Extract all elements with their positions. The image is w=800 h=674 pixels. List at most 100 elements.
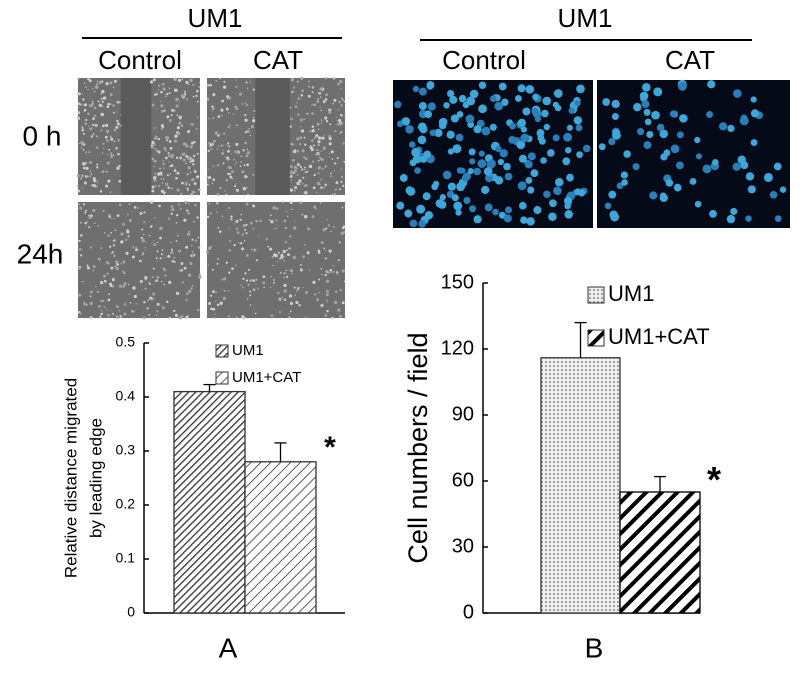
- cell: [339, 79, 343, 84]
- nucleus: [712, 158, 719, 166]
- nucleus: [446, 130, 455, 139]
- nucleus: [499, 149, 508, 158]
- cell: [94, 285, 97, 288]
- cell: [130, 309, 134, 313]
- cell: [330, 230, 332, 233]
- cell: [103, 279, 107, 283]
- cell: [317, 166, 321, 170]
- cell: [221, 278, 223, 281]
- cell: [246, 129, 250, 134]
- nucleus: [520, 133, 530, 143]
- nucleus: [469, 205, 477, 213]
- cell: [89, 246, 93, 249]
- nucleus: [673, 183, 682, 192]
- cell: [231, 178, 233, 180]
- nucleus: [417, 135, 427, 145]
- cell: [279, 298, 282, 302]
- cell: [307, 85, 310, 88]
- cell: [255, 219, 258, 223]
- cell: [174, 134, 178, 138]
- cell: [168, 118, 172, 122]
- cell: [108, 293, 110, 295]
- cell: [111, 217, 113, 220]
- nucleus: [641, 100, 650, 109]
- nucleus: [517, 84, 526, 93]
- nucleus: [418, 87, 427, 96]
- cell: [101, 299, 105, 303]
- cell: [298, 179, 302, 183]
- cell: [233, 243, 236, 247]
- cell: [106, 272, 109, 275]
- nucleus: [526, 217, 535, 226]
- cell: [252, 119, 256, 123]
- column-label: Control: [442, 45, 526, 75]
- cell: [238, 92, 242, 96]
- cell: [244, 174, 247, 178]
- cell: [317, 149, 319, 152]
- cell: [186, 156, 190, 160]
- cell: [156, 250, 159, 253]
- cell: [126, 213, 129, 216]
- significance-mark: *: [707, 459, 721, 500]
- cell: [301, 168, 304, 171]
- cell: [177, 234, 179, 237]
- cell: [293, 286, 296, 289]
- nucleus: [574, 188, 582, 196]
- cell: [262, 281, 266, 285]
- cell: [87, 89, 89, 91]
- cell: [320, 186, 323, 189]
- cell: [249, 290, 252, 293]
- nucleus: [473, 125, 482, 134]
- cell: [116, 111, 118, 113]
- cell: [100, 97, 104, 101]
- nucleus: [401, 117, 411, 126]
- nucleus: [745, 172, 755, 181]
- cell: [184, 182, 188, 186]
- cell: [125, 251, 129, 255]
- nucleus: [554, 178, 564, 187]
- cell: [187, 189, 189, 192]
- cell: [98, 305, 101, 308]
- cell: [208, 202, 211, 205]
- cell: [304, 143, 307, 146]
- nucleus: [623, 150, 631, 158]
- nucleus: [740, 161, 749, 170]
- cell: [344, 115, 346, 117]
- cell: [179, 156, 182, 160]
- cell: [301, 89, 304, 93]
- cell: [235, 227, 239, 231]
- cell: [128, 203, 131, 206]
- cell: [159, 167, 162, 170]
- cell: [168, 161, 170, 163]
- nucleus: [396, 201, 405, 210]
- cell: [105, 139, 109, 143]
- nucleus: [582, 144, 591, 153]
- micrograph: [78, 202, 200, 318]
- cell: [217, 115, 221, 118]
- y-tick-label: 150: [441, 271, 474, 293]
- cell: [185, 162, 188, 165]
- cell: [247, 283, 250, 286]
- cell: [214, 316, 216, 319]
- nucleus: [527, 186, 535, 194]
- cell: [187, 232, 191, 236]
- cell: [154, 280, 156, 282]
- nucleus: [503, 162, 511, 171]
- bar: [619, 491, 701, 614]
- cell: [97, 257, 101, 261]
- cell: [154, 217, 156, 219]
- cell: [337, 259, 340, 262]
- cell: [228, 206, 231, 210]
- cell: [324, 97, 328, 101]
- cell: [160, 174, 163, 176]
- nucleus: [438, 200, 447, 209]
- cell: [287, 253, 290, 257]
- nucleus: [461, 173, 470, 182]
- cell: [273, 253, 277, 257]
- cell: [177, 132, 181, 136]
- cell: [99, 190, 103, 193]
- cell: [185, 202, 187, 205]
- cell: [271, 255, 274, 259]
- column-label: CAT: [665, 45, 715, 75]
- cell: [239, 218, 242, 221]
